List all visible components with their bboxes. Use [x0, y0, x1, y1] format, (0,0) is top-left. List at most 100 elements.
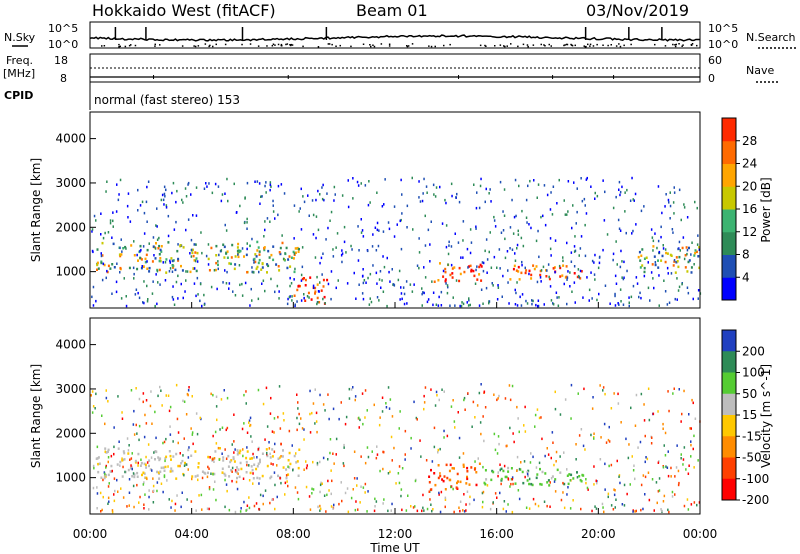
data-cell — [274, 442, 276, 446]
data-cell — [318, 301, 321, 304]
data-cell — [149, 468, 152, 471]
data-cell — [152, 236, 155, 239]
data-cell — [621, 276, 623, 279]
data-cell — [607, 495, 609, 499]
data-cell — [113, 477, 116, 480]
data-cell — [480, 265, 483, 268]
data-cell — [398, 269, 401, 273]
data-cell — [300, 417, 302, 420]
data-cell — [161, 193, 164, 197]
data-cell — [121, 459, 124, 462]
data-cell — [697, 297, 699, 300]
data-cell — [662, 427, 664, 430]
data-cell — [660, 235, 662, 239]
data-cell — [194, 251, 197, 254]
data-cell — [109, 221, 112, 225]
data-cell — [162, 466, 165, 469]
data-cell — [111, 510, 114, 514]
data-cell — [272, 210, 275, 213]
data-cell — [520, 461, 522, 464]
data-cell — [294, 247, 297, 250]
data-cell — [169, 425, 171, 428]
data-cell — [246, 271, 249, 274]
data-cell — [361, 275, 364, 278]
data-cell — [479, 421, 482, 424]
data-cell — [249, 423, 252, 427]
data-cell — [192, 254, 195, 258]
data-cell — [618, 475, 620, 478]
data-cell — [572, 204, 574, 207]
data-cell — [647, 286, 650, 290]
data-cell — [172, 455, 175, 458]
data-cell — [613, 392, 615, 395]
data-cell — [647, 471, 650, 474]
data-cell — [376, 191, 378, 194]
data-cell — [432, 291, 435, 294]
data-cell — [544, 223, 547, 227]
data-cell — [673, 186, 675, 189]
data-cell — [250, 287, 252, 291]
data-cell — [562, 259, 564, 263]
data-cell — [673, 212, 675, 215]
data-cell — [130, 464, 132, 467]
data-cell — [535, 466, 538, 469]
data-cell — [236, 449, 239, 452]
data-cell — [211, 191, 214, 195]
data-cell — [235, 480, 238, 484]
data-cell — [182, 201, 184, 204]
y-tick-label: 2000 — [55, 426, 86, 440]
data-cell — [237, 253, 239, 256]
data-cell — [299, 207, 301, 210]
data-cell — [115, 280, 118, 284]
data-cell — [217, 185, 220, 188]
data-cell — [666, 466, 669, 469]
data-cell — [367, 490, 369, 493]
data-cell — [554, 490, 557, 493]
data-cell — [566, 468, 568, 471]
data-cell — [187, 468, 189, 471]
data-cell — [643, 257, 646, 260]
data-cell — [669, 204, 672, 208]
data-cell — [524, 430, 527, 433]
y-tick-label: 2000 — [55, 220, 86, 234]
data-cell — [185, 463, 187, 466]
noise-search-dot — [619, 45, 622, 48]
freq-tick-bottom: 8 — [60, 72, 67, 85]
data-cell — [281, 234, 283, 237]
data-cell — [107, 502, 109, 505]
colorbar-tick-label: 16 — [742, 202, 757, 216]
data-cell — [554, 239, 557, 242]
data-cell — [146, 267, 149, 270]
data-cell — [505, 510, 507, 513]
data-cell — [282, 412, 285, 415]
data-cell — [468, 483, 471, 486]
data-cell — [576, 471, 578, 474]
data-cell — [92, 304, 95, 307]
data-cell — [258, 182, 261, 185]
data-cell — [256, 476, 259, 480]
data-cell — [497, 286, 500, 289]
data-cell — [507, 477, 509, 480]
data-cell — [246, 181, 249, 185]
data-cell — [160, 482, 163, 485]
data-cell — [479, 184, 482, 188]
data-cell — [686, 498, 689, 501]
data-cell — [457, 480, 459, 483]
data-cell — [245, 471, 248, 474]
data-cell — [299, 284, 301, 288]
data-cell — [172, 440, 174, 443]
data-cell — [376, 228, 379, 232]
data-cell — [137, 188, 139, 192]
data-cell — [221, 193, 224, 196]
data-cell — [162, 490, 164, 494]
data-cell — [382, 450, 384, 454]
data-cell — [401, 508, 403, 512]
data-cell — [516, 469, 518, 472]
data-cell — [329, 451, 331, 455]
data-cell — [185, 270, 187, 273]
data-cell — [584, 204, 586, 207]
data-cell — [145, 399, 148, 402]
colorbar-swatch — [722, 277, 736, 301]
data-cell — [441, 222, 444, 225]
data-cell — [550, 477, 553, 480]
